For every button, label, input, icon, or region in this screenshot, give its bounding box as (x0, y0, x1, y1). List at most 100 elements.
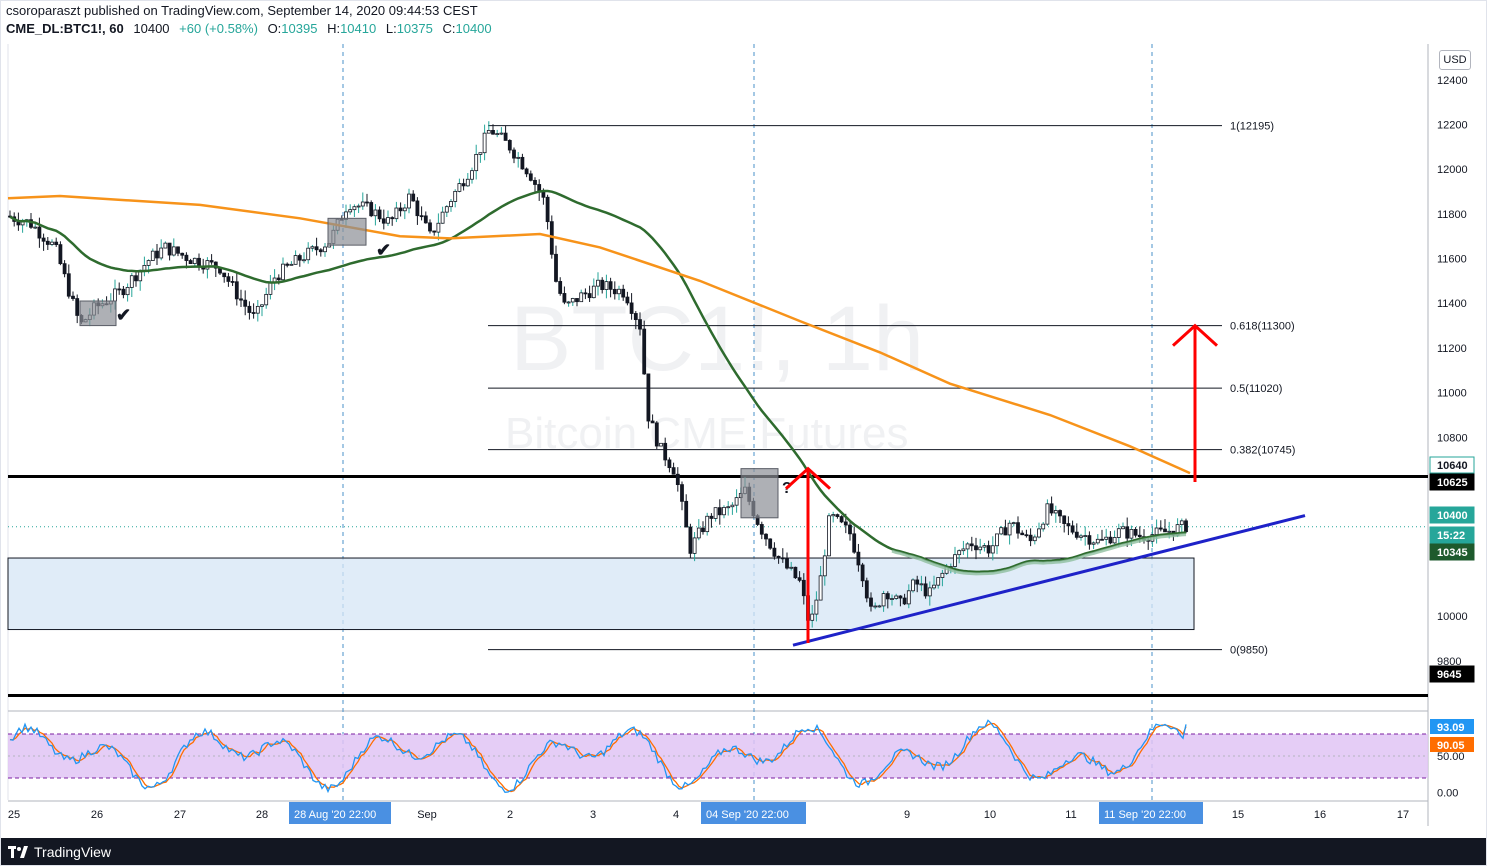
price-label-box (1429, 506, 1475, 524)
candle-body (877, 605, 882, 608)
candle-body (310, 246, 315, 249)
low-value: 10375 (396, 21, 433, 36)
candle-body (234, 281, 239, 300)
candle-body (1028, 534, 1033, 542)
tradingview-logo[interactable]: TradingView (8, 844, 111, 860)
candle-body (222, 272, 227, 278)
red-arrow-left-head[interactable] (784, 466, 832, 490)
fib-level-label: 0(9850) (1230, 645, 1268, 657)
candle-body (759, 524, 764, 535)
candle-body (1112, 537, 1117, 544)
candle-body (247, 305, 252, 313)
time-axis-highlight[interactable] (701, 802, 806, 824)
candle-body (1184, 520, 1188, 533)
candle-body (705, 515, 710, 533)
stoch-axis-tick: 50.00 (1437, 751, 1465, 763)
candle-body (688, 526, 693, 554)
candle-body (986, 545, 991, 554)
candle-body (558, 281, 563, 294)
candle-body (264, 293, 269, 306)
candle-body (281, 263, 285, 281)
candle-body (444, 206, 449, 213)
candle-body (1167, 530, 1172, 533)
logo-text: TradingView (34, 844, 112, 860)
candle-body (197, 257, 201, 267)
price-label-text: 10625 (1437, 477, 1468, 489)
tradingview-icon (8, 846, 28, 858)
candle-body (885, 593, 890, 600)
stoch-d-label-box (1430, 737, 1474, 752)
candle-body (356, 205, 361, 208)
ascending-trendline[interactable] (792, 514, 1306, 647)
candle-body (461, 183, 466, 187)
candle-body (352, 206, 357, 211)
time-axis-highlight[interactable] (289, 802, 391, 824)
candle-body (608, 281, 613, 290)
candle-body (167, 242, 172, 256)
candle-body (142, 264, 147, 271)
candle-body (566, 301, 571, 304)
highlight-box[interactable] (740, 468, 779, 519)
price-axis-tick: 11600 (1437, 254, 1467, 266)
published-line: csoroparaszt published on TradingView.co… (6, 3, 478, 18)
candle-body (1024, 534, 1029, 537)
candle-body (268, 282, 273, 295)
time-axis-tick: Sep (417, 809, 437, 821)
candle-body (1083, 535, 1088, 537)
candle-body (692, 537, 697, 554)
ma-fast-line (9, 189, 1187, 574)
open-label: O: (267, 21, 282, 36)
candle-body (663, 442, 668, 461)
highlight-box[interactable] (327, 217, 367, 246)
candle-body (591, 285, 596, 299)
candle-body (1032, 536, 1037, 542)
candle-body (814, 599, 819, 615)
candle-body (797, 577, 802, 581)
symbol-label[interactable]: CME_DL:BTC1!, 60 (6, 21, 124, 36)
candle-body (407, 193, 411, 209)
price-label-box (1429, 456, 1475, 474)
candle-body (953, 554, 957, 567)
time-axis-highlight-label: 11 Sep '20 22:00 (1104, 809, 1186, 821)
candle-body (465, 178, 470, 187)
currency-button[interactable]: USD (1439, 50, 1471, 70)
candle-body (71, 295, 75, 299)
candle-body (176, 246, 180, 254)
candle-body (545, 196, 550, 223)
candle-body (50, 241, 54, 245)
candle-body (302, 259, 306, 262)
watermark-name: Bitcoin CME Futures (505, 409, 908, 458)
candle-body (675, 473, 680, 486)
check-annotation: ✔ (116, 305, 131, 325)
candle-body (377, 209, 382, 220)
candle-body (155, 250, 159, 259)
price-axis-tick: 11400 (1437, 298, 1467, 310)
open-value: 10395 (281, 21, 318, 36)
candle-body (1095, 538, 1100, 544)
time-axis-tick: 16 (1314, 809, 1326, 821)
red-arrow-right-head[interactable] (1171, 323, 1219, 347)
candle-body (184, 254, 189, 261)
candle-body (923, 583, 928, 597)
stoch-k-label: 93.09 (1437, 722, 1465, 734)
price-chart[interactable]: BTC1!, 1h Bitcoin CME Futures 1(12195) 0.61… (0, 0, 1487, 838)
price-axis-tick: 9800 (1437, 656, 1461, 668)
time-axis-tick: 2 (507, 809, 513, 821)
candle-body (373, 209, 378, 217)
candle-body (860, 564, 865, 582)
fib-level-label: 0.618(11300) (1230, 321, 1295, 333)
candle-body (713, 507, 718, 519)
candle-body (54, 241, 59, 246)
candle-body (717, 507, 722, 516)
highlight-box[interactable] (79, 300, 117, 327)
candle-body (541, 191, 546, 198)
candle-body (45, 240, 50, 245)
candle-body (297, 255, 302, 261)
candle-body (1129, 529, 1134, 539)
candle-body (890, 598, 894, 600)
candle-body (495, 133, 500, 136)
candle-body (58, 244, 63, 265)
candle-body (1100, 538, 1104, 541)
candle-body (654, 422, 659, 447)
time-axis-highlight[interactable] (1099, 802, 1203, 824)
